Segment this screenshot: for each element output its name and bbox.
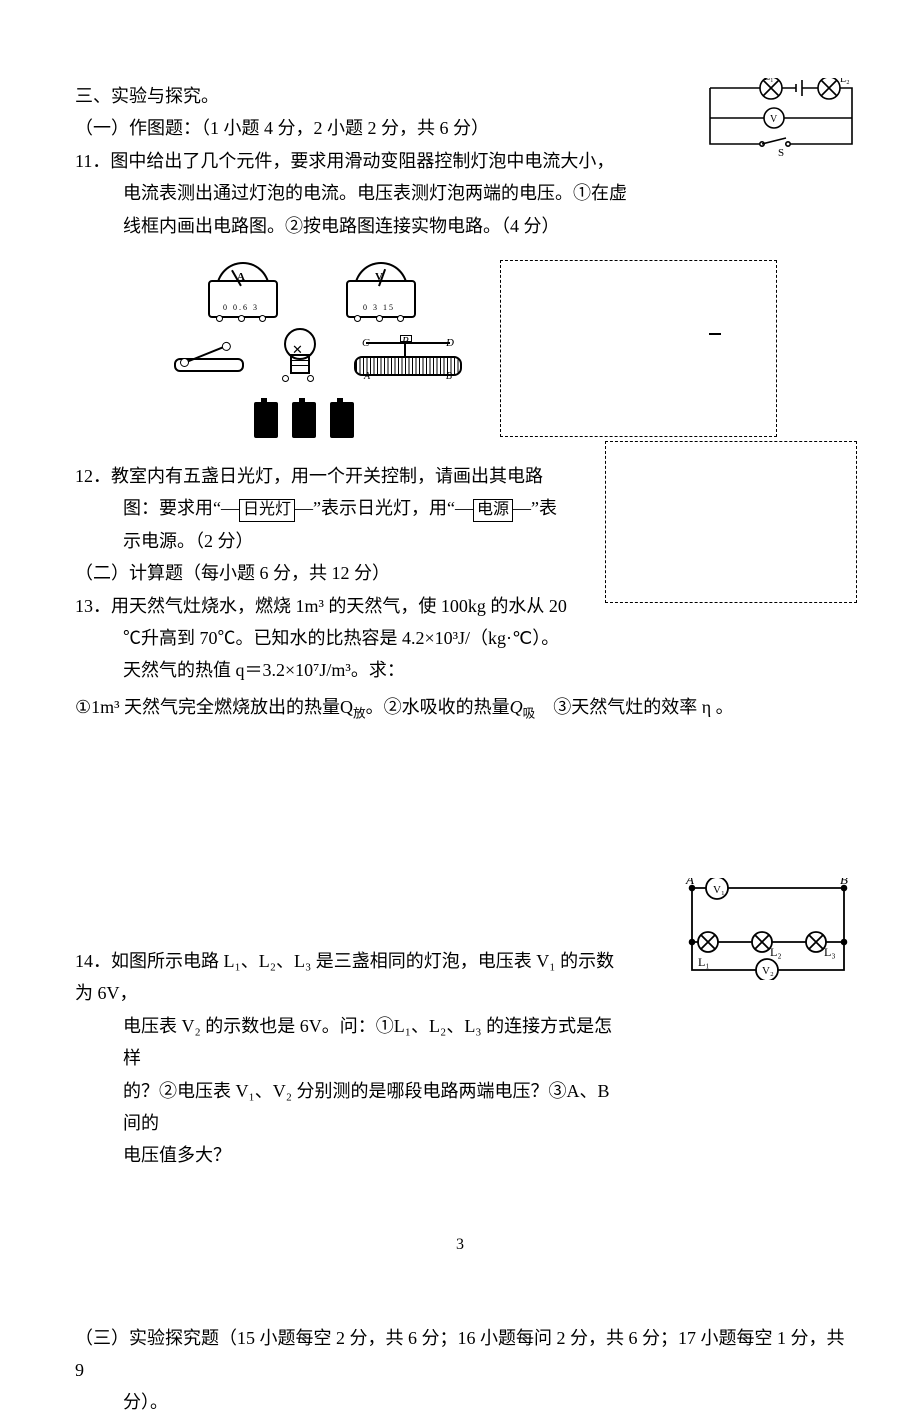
q-number: 13． <box>75 596 111 616</box>
rheo-label: C <box>362 334 369 354</box>
svg-text:L₁: L₁ <box>698 955 710 969</box>
circuit-diagram-q14: V₁ V₂ A B L₁ x L₂ L₃ <box>684 878 852 980</box>
q-text-line: 天然气的热值 q＝3.2×10⁷J/m³。求： <box>75 654 575 686</box>
q-text-line: 图：要求用“—日光灯—”表示日光灯，用“—电源—”表 <box>75 492 575 524</box>
boxed-label-power: 电源 <box>473 499 513 522</box>
svg-text:L₂: L₂ <box>840 78 850 85</box>
battery-icon <box>292 402 316 438</box>
q-text-line: ℃升高到 70℃。已知水的比热容是 4.2×10³J/（kg·℃）。 <box>75 622 575 654</box>
text-fragment: ③天然气灶的效率 η 。 <box>535 697 733 717</box>
q-number: 14． <box>75 951 111 971</box>
meter-scale: 0 3 15 <box>340 301 418 315</box>
switch-icon <box>174 342 240 372</box>
q-text-line: 电流表测出通过灯泡的电流。电压表测灯泡两端的电压。①在虚 <box>75 177 845 209</box>
text-fragment: ①1m³ 天然气完全燃烧放出的热量Q <box>75 697 353 717</box>
question-12: 12．教室内有五盏日光灯，用一个开关控制，请画出其电路 图：要求用“—日光灯—”… <box>75 460 575 557</box>
rheo-label: D <box>446 334 454 354</box>
meter-label: A <box>202 268 280 288</box>
rheo-label: B <box>446 368 452 386</box>
subscript: 放 <box>353 706 366 720</box>
q-text: 如图所示电路 L₁、L₂、L₃ 是三盏相同的灯泡，电压表 V₁ 的示数为 6V， <box>75 951 614 1003</box>
q-text-line: 电压值多大？ <box>75 1139 625 1171</box>
q-number: 11． <box>75 151 110 171</box>
battery-icon <box>254 402 278 438</box>
text-fragment: 。②水吸收的热量 <box>366 697 510 717</box>
svg-text:V₂: V₂ <box>762 965 774 977</box>
question-14: 14．如图所示电路 L₁、L₂、L₃ 是三盏相同的灯泡，电压表 V₁ 的示数为 … <box>75 945 625 1172</box>
ammeter-icon: A 0 0.6 3 <box>202 260 280 318</box>
voltmeter-icon: V 0 3 15 <box>340 260 418 318</box>
boxed-label-lamp: 日光灯 <box>239 499 295 522</box>
q-text-line: 示电源。（2 分） <box>75 525 575 557</box>
svg-text:L₂: L₂ <box>770 945 782 959</box>
rheostat-icon: C P D A B <box>348 338 468 382</box>
dash-mark <box>709 333 721 335</box>
answer-dashed-box-q12 <box>605 441 857 603</box>
q11-figure-row: A 0 0.6 3 V 0 3 15 ✕ C <box>75 260 845 440</box>
text-fragment: 图：要求用“ <box>123 498 221 518</box>
text-line: （三）实验探究题（15 小题每空 2 分，共 6 分；16 小题每问 2 分，共… <box>75 1322 845 1387</box>
q-text-line: 电压表 V₂ 的示数也是 6V。问：①L₁、L₂、L₃ 的连接方式是怎样 <box>75 1010 625 1075</box>
meter-scale: 0 0.6 3 <box>202 301 280 315</box>
rheo-label: P <box>402 332 409 352</box>
q-number: 12． <box>75 466 111 486</box>
svg-text:A: A <box>685 878 694 887</box>
text-fragment: Q <box>510 697 523 717</box>
text-fragment: ”表 <box>531 498 557 518</box>
page-number: 3 <box>0 1231 920 1260</box>
svg-text:L₁: L₁ <box>764 78 774 83</box>
svg-text:S: S <box>778 147 784 156</box>
battery-row <box>254 402 354 438</box>
battery-icon <box>330 402 354 438</box>
meter-label: V <box>340 268 418 288</box>
text-fragment: ”表示日光灯，用“ <box>313 498 455 518</box>
text-line: 分）。 <box>75 1386 845 1418</box>
svg-text:V: V <box>770 114 778 125</box>
bulb-icon: ✕ <box>276 328 320 382</box>
svg-text:B: B <box>840 878 848 887</box>
q-text-line: 的？②电压表 V₁、V₂ 分别测的是哪段电路两端电压？③A、B 间的 <box>75 1075 625 1140</box>
q-text: 用天然气灶烧水，燃烧 1m³ 的天然气，使 100kg 的水从 20 <box>111 596 567 616</box>
question-11: 11．图中给出了几个元件，要求用滑动变阻器控制灯泡中电流大小， 电流表测出通过灯… <box>75 145 845 242</box>
exam-page: L₁ L₂ V S 三、实验与探究。 （一）作图题：（1 小题 4 分，2 小题… <box>0 0 920 1300</box>
q-text: 教室内有五盏日光灯，用一个开关控制，请画出其电路 <box>111 466 543 486</box>
circuit-diagram-top: L₁ L₂ V S <box>700 78 860 156</box>
question-13: 13．用天然气灶烧水，燃烧 1m³ 的天然气，使 100kg 的水从 20 ℃升… <box>75 590 845 725</box>
answer-dashed-box-q11 <box>500 260 777 437</box>
q-text-line: ①1m³ 天然气完全燃烧放出的热量Q放。②水吸收的热量Q吸 ③天然气灶的效率 η… <box>75 691 845 725</box>
component-illustration: A 0 0.6 3 V 0 3 15 ✕ C <box>170 260 470 440</box>
svg-text:L₃: L₃ <box>824 945 836 959</box>
q-text: 图中给出了几个元件，要求用滑动变阻器控制灯泡中电流大小， <box>110 151 614 171</box>
part-3-heading: （三）实验探究题（15 小题每空 2 分，共 6 分；16 小题每问 2 分，共… <box>75 1322 845 1419</box>
subscript: 吸 <box>523 706 536 720</box>
rheo-label: A <box>364 368 370 386</box>
q-text-line: 线框内画出电路图。②按电路图连接实物电路。（4 分） <box>75 210 845 242</box>
svg-text:V₁: V₁ <box>713 884 725 896</box>
